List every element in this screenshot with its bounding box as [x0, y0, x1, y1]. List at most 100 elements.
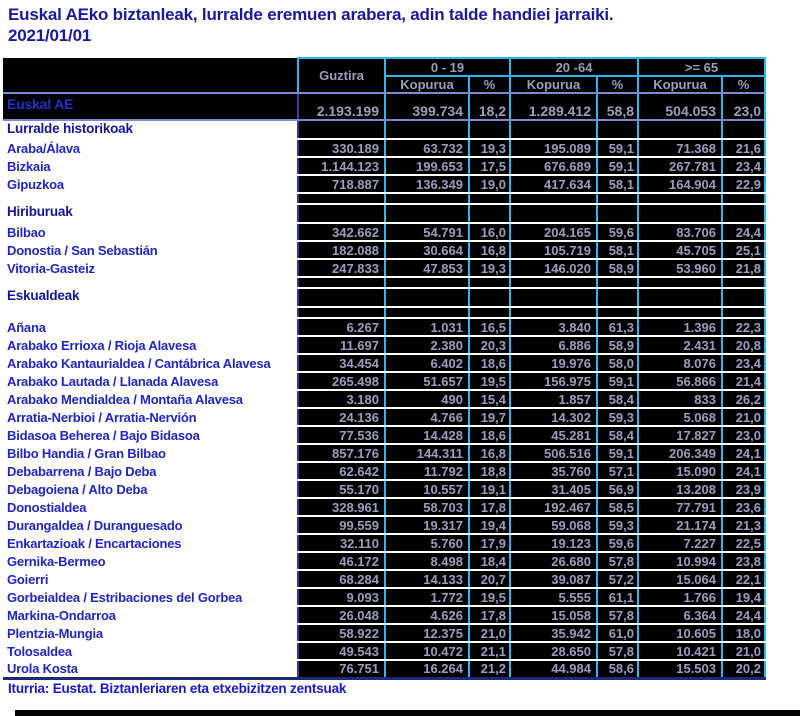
- cell-value: 59,6: [596, 223, 638, 242]
- cell-value: [384, 288, 469, 308]
- cell-value: 58,4: [596, 426, 638, 445]
- cell-value: 26.048: [297, 606, 385, 625]
- cell-value: 22,5: [720, 534, 767, 553]
- cell-value: 10.994: [637, 552, 722, 571]
- cell-value: 57,8: [596, 606, 638, 625]
- cell-value: 23,9: [720, 480, 767, 499]
- row-label: Gipuzkoa: [3, 175, 298, 193]
- cell-value: 1.396: [637, 318, 722, 337]
- cell-value: 59,1: [596, 372, 638, 391]
- subheader-count: Kopurua: [384, 75, 469, 94]
- cell-value: [468, 120, 510, 140]
- cell-value: 17,5: [468, 157, 510, 176]
- cell-value: 164.904: [637, 175, 722, 194]
- cell-value: 8.076: [637, 354, 722, 373]
- cell-value: 14.428: [384, 426, 469, 445]
- cell-value: [596, 307, 638, 319]
- cell-value: 10.557: [384, 480, 469, 499]
- table-row: Tolosaldea 49.543 10.472 21,1 28.650 57,8 10.4…: [3, 642, 767, 661]
- cell-value: 2.380: [384, 336, 469, 355]
- population-table: Guztira 0 - 19 20 -64 >= 65 Kopurua % Ko…: [3, 57, 767, 680]
- cell-value: 49.543: [297, 642, 385, 661]
- cell-value: 45.705: [637, 241, 722, 260]
- cell-value: [509, 204, 597, 224]
- cell-value: 17,8: [468, 606, 510, 625]
- cell-value: 28.650: [509, 642, 597, 661]
- cell-value: 10.605: [637, 624, 722, 643]
- cell-value: [509, 307, 597, 319]
- cell-value: 1.289.412: [509, 93, 597, 121]
- table-row: Arabako Mendialdea / Montaña Alavesa 3.18…: [3, 390, 767, 409]
- cell-value: [596, 288, 638, 308]
- row-label: Durangaldea / Duranguesado: [3, 516, 298, 534]
- cell-value: [297, 204, 385, 224]
- cell-value: 10.421: [637, 642, 722, 661]
- cell-value: 136.349: [384, 175, 469, 194]
- cell-value: 4.626: [384, 606, 469, 625]
- row-label: Gernika-Bermeo: [3, 552, 298, 570]
- cell-value: 24,4: [720, 606, 767, 625]
- section-row: Hiriburuak: [3, 204, 767, 224]
- cell-value: 71.368: [637, 139, 722, 158]
- row-label: Bizkaia: [3, 157, 298, 175]
- cell-value: 20,3: [468, 336, 510, 355]
- cell-value: 417.634: [509, 175, 597, 194]
- header-sub-row: Kopurua % Kopurua % Kopurua %: [3, 75, 767, 94]
- cell-value: [384, 120, 469, 140]
- cell-value: 24.136: [297, 408, 385, 427]
- cell-value: 44.984: [509, 660, 597, 679]
- cell-value: 18,2: [468, 93, 510, 121]
- cell-value: 21,3: [720, 516, 767, 535]
- cell-value: 8.498: [384, 552, 469, 571]
- cell-value: 1.766: [637, 588, 722, 607]
- cell-value: 23,4: [720, 157, 767, 176]
- cell-value: [297, 288, 385, 308]
- cell-value: 59.068: [509, 516, 597, 535]
- cell-value: [720, 120, 767, 140]
- total-row: Euskal AE 2.193.199 399.734 18,2 1.289.412 58…: [3, 93, 767, 121]
- cell-value: [509, 277, 597, 289]
- cell-value: 59,6: [596, 534, 638, 553]
- cell-value: 19.317: [384, 516, 469, 535]
- section-row: Lurralde historikoak: [3, 120, 767, 140]
- cell-value: [468, 277, 510, 289]
- row-label: Debabarrena / Bajo Deba: [3, 462, 298, 480]
- cell-value: 53.960: [637, 259, 722, 278]
- cell-value: 195.089: [509, 139, 597, 158]
- cell-value: 267.781: [637, 157, 722, 176]
- cell-value: 59,1: [596, 444, 638, 463]
- cell-value: 76.751: [297, 660, 385, 679]
- cell-value: [509, 288, 597, 308]
- cell-value: 18,6: [468, 354, 510, 373]
- cell-value: 14.302: [509, 408, 597, 427]
- cell-value: 19,3: [468, 259, 510, 278]
- row-label: Gorbeialdea / Estribaciones del Gorbea: [3, 588, 298, 606]
- table-row: Gernika-Bermeo 46.172 8.498 18,4 26.680 57,8 1…: [3, 552, 767, 571]
- cell-value: 18,4: [468, 552, 510, 571]
- table-row: Plentzia-Mungia 58.922 12.375 21,0 35.942 61,…: [3, 624, 767, 643]
- cell-value: 19,4: [720, 588, 767, 607]
- cell-value: 1.144.123: [297, 157, 385, 176]
- cell-value: 57,1: [596, 462, 638, 481]
- cell-value: 59,3: [596, 516, 638, 535]
- cell-value: 31.405: [509, 480, 597, 499]
- cell-value: 23,4: [720, 354, 767, 373]
- table-row: Donostia / San Sebastián 182.088 30.664 16,…: [3, 241, 767, 260]
- cell-value: 61,1: [596, 588, 638, 607]
- cell-value: [637, 277, 722, 289]
- cell-value: [384, 193, 469, 205]
- source-note: Iturria: Eustat. Biztanleriaren eta etxe…: [8, 681, 347, 696]
- cell-value: 58,4: [596, 390, 638, 409]
- row-label: Arabako Errioxa / Rioja Alavesa: [3, 336, 298, 354]
- row-label: Donostialdea: [3, 498, 298, 516]
- cell-value: 328.961: [297, 498, 385, 517]
- cell-value: 59,3: [596, 408, 638, 427]
- cell-value: 58,0: [596, 354, 638, 373]
- cell-value: 16.264: [384, 660, 469, 679]
- cell-value: 20,7: [468, 570, 510, 589]
- cell-value: 146.020: [509, 259, 597, 278]
- table-row: Debabarrena / Bajo Deba 62.642 11.792 18,8 3…: [3, 462, 767, 481]
- cell-value: 5.068: [637, 408, 722, 427]
- cell-value: 21,0: [720, 408, 767, 427]
